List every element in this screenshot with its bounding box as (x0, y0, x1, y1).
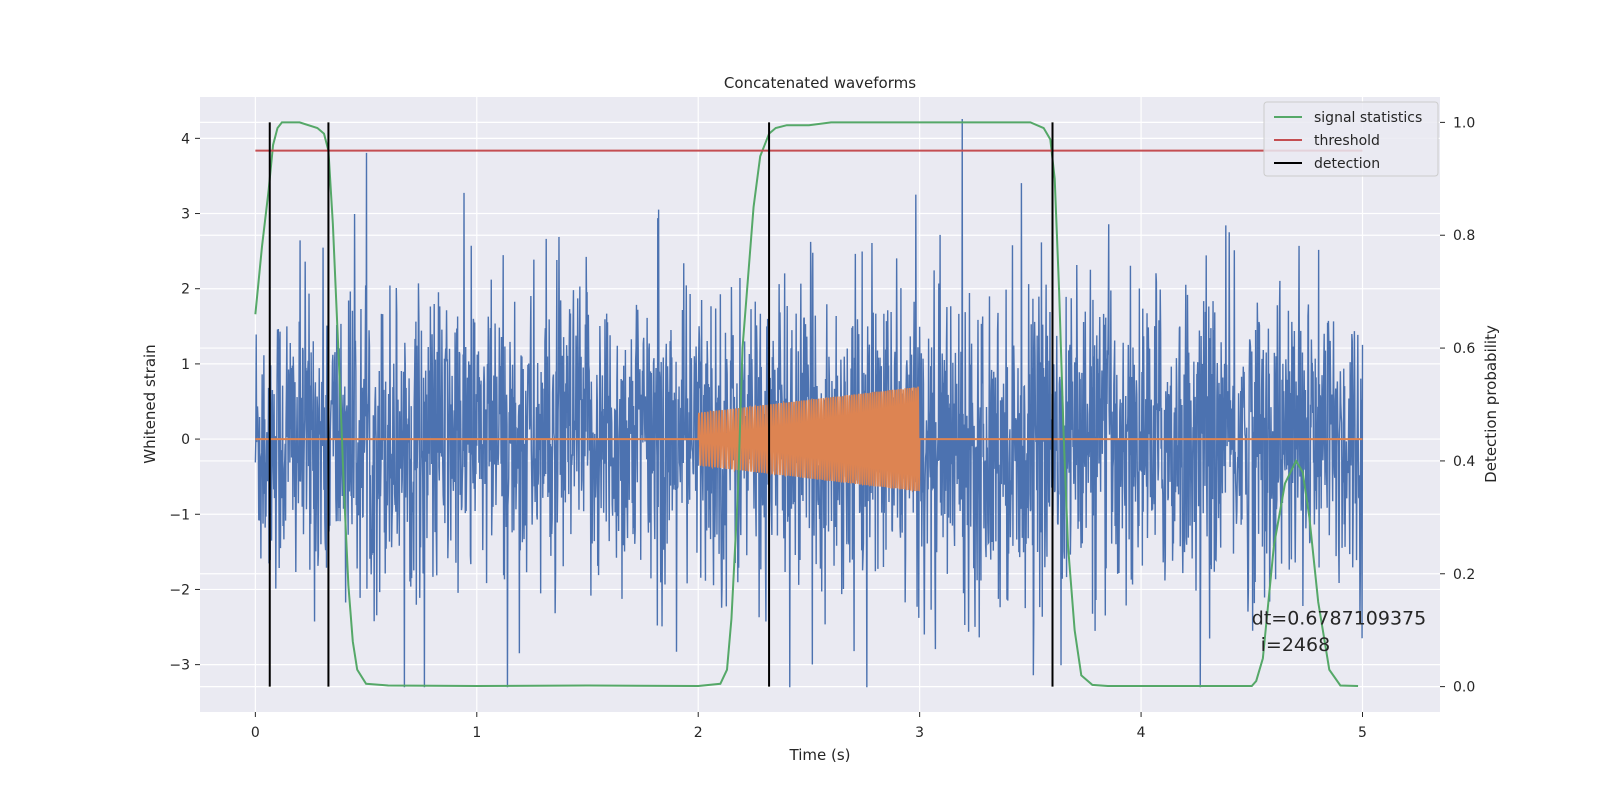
legend-label: threshold (1314, 133, 1380, 149)
y-tick-label: 3 (181, 207, 190, 223)
x-tick-label: 5 (1358, 725, 1367, 741)
x-axis-label: Time (s) (789, 746, 851, 764)
legend: signal statistics threshold detection (1263, 101, 1439, 177)
annotation-text: i=2468 (1261, 634, 1331, 656)
y-axis-label: Whitened strain (141, 344, 159, 463)
legend-box (1263, 101, 1439, 177)
y-tick-label: −2 (169, 582, 190, 598)
y-tick-label: 0 (181, 432, 190, 448)
chart-title: Concatenated waveforms (724, 74, 916, 92)
y-tick-label: 4 (181, 131, 190, 147)
legend-label: signal statistics (1314, 110, 1422, 126)
annotation-text: dt=0.6787109375 (1252, 608, 1426, 630)
y2-tick-label: 0.4 (1453, 454, 1475, 470)
x-tick-label: 1 (472, 725, 481, 741)
x-tick-label: 2 (694, 725, 703, 741)
y2-tick-label: 0.6 (1453, 341, 1475, 357)
y2-tick-label: 0.8 (1453, 228, 1475, 244)
y2-tick-label: 0.2 (1453, 567, 1475, 583)
y-tick-label: −1 (169, 507, 190, 523)
x-tick-label: 4 (1137, 725, 1146, 741)
y2-tick-label: 0.0 (1453, 680, 1475, 696)
y-tick-label: −3 (169, 658, 190, 674)
injection-chirp-line (697, 386, 921, 493)
y-tick-label: 1 (181, 357, 190, 373)
y-tick-label: 2 (181, 282, 190, 298)
y2-tick-label: 1.0 (1453, 115, 1475, 131)
axes: 0 1 2 3 4 5 −3 −2 −1 0 1 2 3 4 0.0 0.2 0.4 0.6 0.8 1.0 (169, 115, 1475, 741)
plot-series (254, 119, 1364, 688)
legend-label: detection (1314, 156, 1380, 172)
x-tick-label: 0 (251, 725, 260, 741)
y2-axis-label: Detection probability (1482, 325, 1500, 483)
annotations: dt=0.6787109375 i=2468 (1252, 608, 1426, 657)
x-tick-label: 3 (915, 725, 924, 741)
